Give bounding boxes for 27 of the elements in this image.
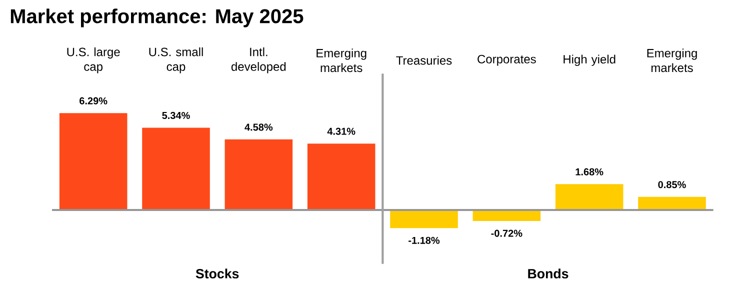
bar (390, 210, 458, 228)
data-label: 1.68% (576, 168, 604, 176)
bar (307, 144, 376, 210)
x-tick-label: Intl. developed (231, 47, 286, 74)
data-label: 4.31% (327, 128, 356, 135)
bar (555, 184, 624, 210)
data-label: 5.34% (162, 112, 190, 120)
bar (472, 210, 541, 222)
text: Stocks (196, 268, 239, 278)
x-tick-label: Emerging markets (647, 48, 697, 72)
x-tick-label: High yield (564, 54, 616, 66)
x-tick-label: U.S. small cap (149, 47, 203, 74)
bar (224, 139, 293, 210)
chart-title: Market performance: May 2025 (10, 8, 304, 28)
data-label: 0.85% (658, 181, 686, 188)
text: Bonds (528, 268, 568, 278)
bar (638, 196, 706, 210)
data-label: 4.58% (244, 124, 273, 131)
x-tick-label: Corporates (478, 54, 536, 66)
x-tick-label: U.S. large cap (67, 47, 120, 74)
bar (59, 113, 128, 210)
x-tick-label: Treasuries (396, 56, 452, 65)
data-label: -1.18% (408, 236, 440, 244)
x-tick-label: Emerging markets (316, 48, 366, 72)
data-label: 6.29% (80, 97, 108, 104)
data-label: -0.72% (491, 230, 522, 237)
bar (142, 128, 210, 210)
